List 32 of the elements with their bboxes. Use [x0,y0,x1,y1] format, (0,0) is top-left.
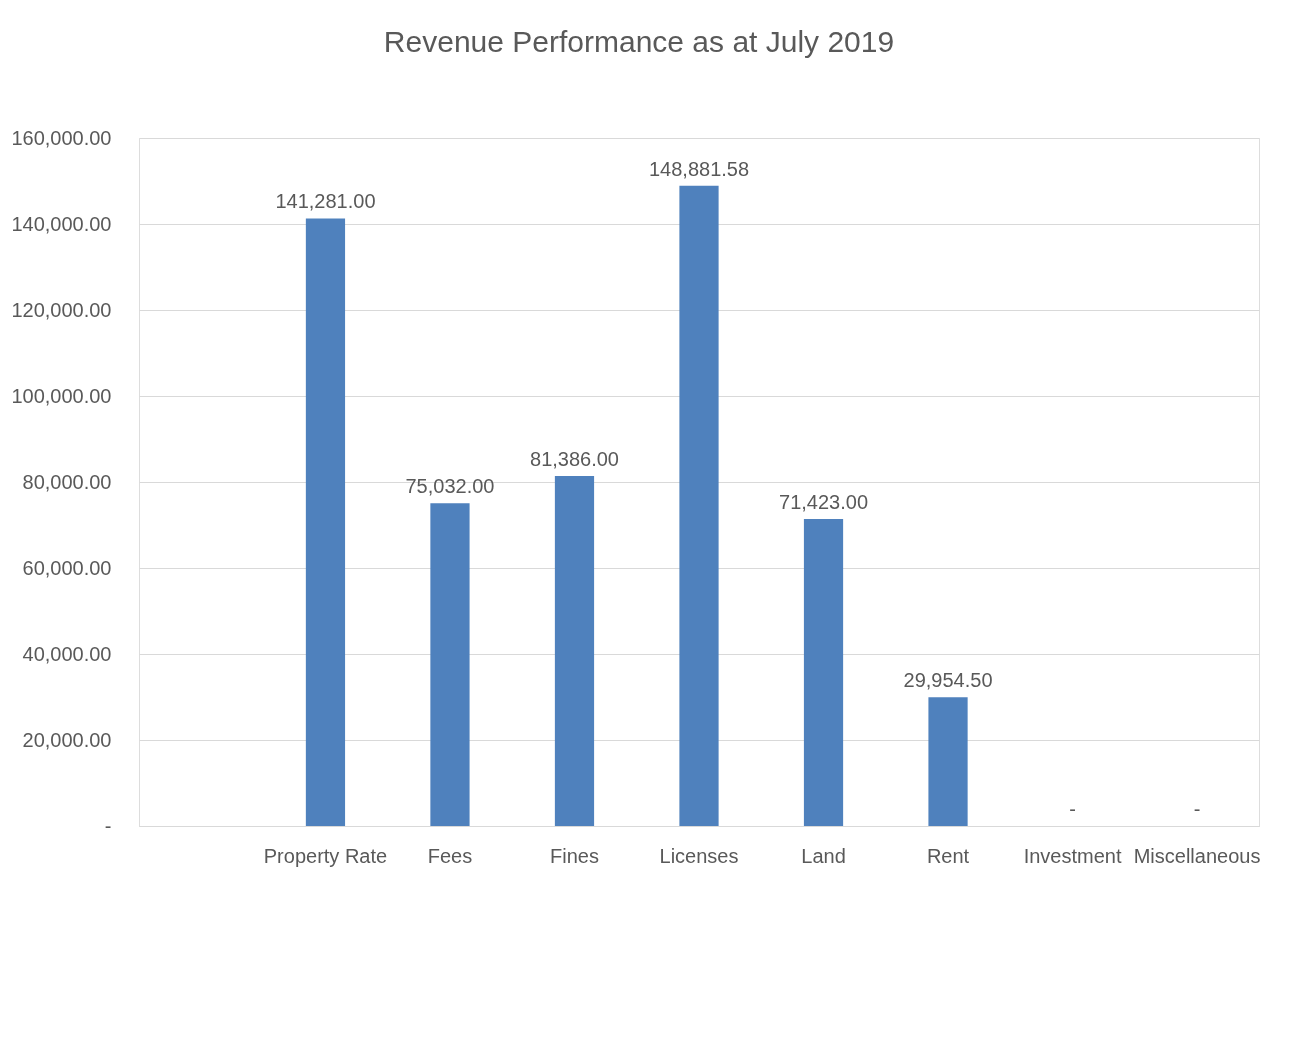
x-tick-label: Rent [926,844,970,867]
data-label: 29,954.50 [903,669,993,692]
x-tick-label: Fees [427,844,473,867]
x-tick-label: Miscellaneous [1133,844,1261,867]
bar [803,518,844,826]
bar [554,476,595,826]
data-label: 81,386.00 [529,448,619,471]
bar [679,185,719,826]
y-tick-label: 120,000.00 [11,298,112,321]
x-tick-label: Licenses [659,844,739,867]
y-tick-label: 160,000.00 [11,126,112,149]
data-label: 75,032.00 [405,475,495,498]
data-label: 148,881.58 [648,157,750,180]
data-label: 141,281.00 [275,190,376,213]
x-tick-label: Fines [550,844,599,867]
bar [928,697,968,826]
y-tick-label: 100,000.00 [11,384,112,407]
data-label: - [1069,798,1076,820]
data-label: - [1193,798,1201,820]
bar [305,218,346,826]
y-tick-label: 20,000.00 [22,728,112,751]
y-tick-label: 80,000.00 [22,470,112,493]
data-label: 71,423.00 [779,490,869,513]
y-tick-label: 60,000.00 [22,556,112,579]
x-tick-label: Land [801,844,846,867]
y-tick-label: 40,000.00 [22,642,112,665]
x-tick-label: Property Rate [263,844,388,867]
chart-title: Revenue Performance as at July 2019 [383,25,895,58]
x-tick-label: Investment [1023,844,1122,867]
y-tick-label: - [104,814,112,837]
bar [430,503,470,826]
y-tick-label: 140,000.00 [11,212,112,235]
